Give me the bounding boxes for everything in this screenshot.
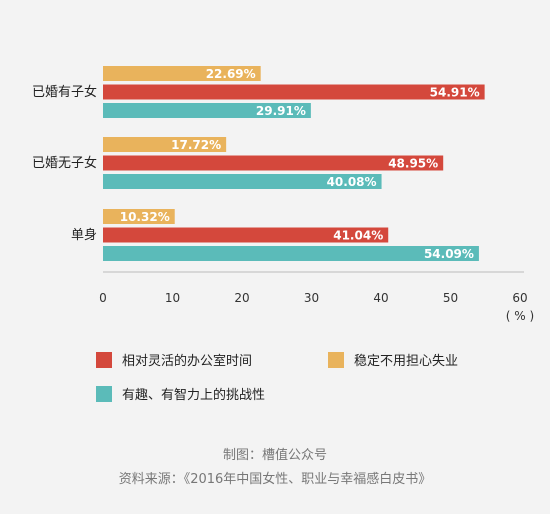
legend-label-flexible-hours: 相对灵活的办公室时间 bbox=[122, 354, 253, 369]
legend-swatch-intellectual-challenge bbox=[96, 385, 112, 402]
bar bbox=[103, 103, 311, 118]
bar-value-label: 22.69% bbox=[206, 67, 256, 81]
x-tick-label: 50 bbox=[443, 291, 458, 305]
legend-label-intellectual-challenge: 有趣、有智力上的挑战性 bbox=[122, 388, 266, 403]
bar bbox=[103, 246, 479, 261]
bar bbox=[103, 137, 227, 152]
bar bbox=[103, 66, 261, 81]
x-tick-label: 40 bbox=[373, 291, 388, 305]
category-label: 已婚有子女 bbox=[32, 84, 97, 100]
x-tick-label: 0 bbox=[99, 291, 107, 305]
bar-value-label: 29.91% bbox=[256, 104, 306, 118]
legend-label-job-stability: 稳定不用担心失业 bbox=[354, 354, 459, 369]
category-label: 已婚无子女 bbox=[32, 155, 97, 171]
x-tick-label: 20 bbox=[234, 291, 249, 305]
legend-swatch-flexible-hours bbox=[96, 351, 112, 368]
bar-value-label: 17.72% bbox=[171, 138, 221, 152]
legend-item-intellectual-challenge: 有趣、有智力上的挑战性 bbox=[96, 384, 265, 403]
bar bbox=[103, 227, 389, 243]
bar-chart: 已婚有子女 22.69% 54.91% 29.91% 已婚无子女 17.72% 48.95%… bbox=[32, 66, 534, 323]
x-tick-label: 10 bbox=[165, 291, 180, 305]
legend-item-flexible-hours: 相对灵活的办公室时间 bbox=[96, 350, 252, 369]
bar bbox=[103, 174, 382, 189]
bar bbox=[103, 209, 175, 224]
bar-value-label: 10.32% bbox=[120, 210, 170, 224]
chart-credit: 制图：槽值公众号 bbox=[222, 448, 327, 463]
category-label: 单身 bbox=[71, 227, 97, 243]
bar-value-label: 40.08% bbox=[327, 175, 377, 189]
bar bbox=[103, 84, 485, 100]
bar-value-label: 54.91% bbox=[430, 86, 480, 100]
x-axis-unit: ( % ) bbox=[506, 309, 534, 323]
chart-source: 资料来源：《2016年中国女性、职业与幸福感白皮书》 bbox=[118, 472, 432, 487]
bar bbox=[103, 155, 444, 171]
legend-item-job-stability: 稳定不用担心失业 bbox=[328, 350, 458, 369]
legend-swatch-job-stability bbox=[328, 351, 344, 368]
x-tick-label: 60 bbox=[512, 291, 527, 305]
bar-value-label: 54.09% bbox=[424, 247, 474, 261]
x-tick-label: 30 bbox=[304, 291, 319, 305]
bar-value-label: 41.04% bbox=[333, 229, 383, 243]
bar-value-label: 48.95% bbox=[388, 157, 438, 171]
